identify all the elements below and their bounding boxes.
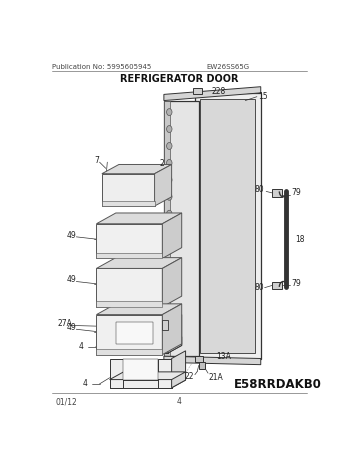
Polygon shape — [195, 356, 203, 362]
Text: 4: 4 — [177, 397, 182, 406]
Polygon shape — [97, 304, 182, 315]
Polygon shape — [116, 323, 153, 344]
Ellipse shape — [167, 143, 172, 149]
Ellipse shape — [167, 109, 172, 116]
Polygon shape — [162, 213, 182, 258]
Text: 49: 49 — [67, 275, 77, 284]
Text: Publication No: 5995605945: Publication No: 5995605945 — [51, 63, 151, 70]
Polygon shape — [172, 372, 186, 388]
Ellipse shape — [167, 278, 172, 285]
Polygon shape — [102, 337, 182, 344]
Ellipse shape — [167, 176, 172, 183]
Text: 01/12: 01/12 — [55, 397, 77, 406]
Text: 79: 79 — [292, 188, 301, 198]
Text: 79: 79 — [292, 280, 301, 288]
Polygon shape — [102, 201, 155, 206]
Polygon shape — [97, 315, 162, 355]
Ellipse shape — [167, 125, 172, 133]
Ellipse shape — [167, 227, 172, 234]
Text: 80: 80 — [254, 283, 264, 292]
Text: 21A: 21A — [208, 373, 223, 382]
Ellipse shape — [167, 244, 172, 251]
Polygon shape — [172, 351, 186, 388]
Polygon shape — [195, 93, 261, 358]
Polygon shape — [158, 358, 172, 388]
Text: 4: 4 — [83, 380, 88, 388]
Text: EW26SS65G: EW26SS65G — [206, 63, 250, 70]
Ellipse shape — [167, 159, 172, 166]
Polygon shape — [153, 323, 168, 353]
Polygon shape — [168, 337, 182, 353]
Polygon shape — [162, 258, 182, 307]
Polygon shape — [162, 320, 168, 330]
Text: 49: 49 — [67, 231, 77, 240]
Ellipse shape — [167, 261, 172, 268]
Polygon shape — [168, 315, 182, 353]
Text: 4: 4 — [79, 342, 84, 352]
Polygon shape — [102, 164, 172, 173]
Polygon shape — [272, 281, 282, 289]
Polygon shape — [110, 380, 172, 388]
Polygon shape — [200, 99, 254, 353]
Text: E58RRDAKB0: E58RRDAKB0 — [234, 378, 322, 391]
Text: 2: 2 — [160, 159, 165, 169]
Ellipse shape — [167, 312, 172, 319]
Text: 228: 228 — [212, 87, 226, 96]
Text: 13A: 13A — [216, 352, 231, 361]
Text: 80: 80 — [254, 185, 264, 193]
Polygon shape — [110, 372, 186, 380]
Polygon shape — [164, 101, 199, 356]
Text: 15: 15 — [258, 92, 268, 101]
Polygon shape — [272, 189, 282, 197]
Polygon shape — [97, 253, 162, 258]
Polygon shape — [97, 349, 162, 355]
Polygon shape — [199, 362, 205, 369]
Polygon shape — [97, 224, 162, 258]
Polygon shape — [102, 323, 116, 353]
Ellipse shape — [167, 193, 172, 200]
Text: 27A: 27A — [58, 319, 72, 328]
Polygon shape — [123, 358, 158, 380]
Text: 49: 49 — [67, 323, 77, 332]
Polygon shape — [110, 358, 123, 388]
Polygon shape — [164, 356, 261, 365]
Text: 18: 18 — [296, 235, 305, 244]
Polygon shape — [164, 87, 261, 101]
Ellipse shape — [167, 210, 172, 217]
Polygon shape — [155, 164, 172, 206]
Polygon shape — [97, 269, 162, 307]
Polygon shape — [193, 88, 202, 94]
Polygon shape — [164, 101, 170, 356]
Polygon shape — [102, 173, 155, 206]
Polygon shape — [162, 304, 182, 355]
Ellipse shape — [167, 295, 172, 302]
Polygon shape — [97, 301, 162, 307]
Ellipse shape — [167, 329, 172, 336]
Text: REFRIGERATOR DOOR: REFRIGERATOR DOOR — [120, 74, 239, 84]
Text: 22: 22 — [185, 372, 194, 381]
Text: 7: 7 — [94, 156, 99, 165]
Polygon shape — [97, 213, 182, 224]
Polygon shape — [97, 258, 182, 269]
Polygon shape — [102, 344, 168, 353]
